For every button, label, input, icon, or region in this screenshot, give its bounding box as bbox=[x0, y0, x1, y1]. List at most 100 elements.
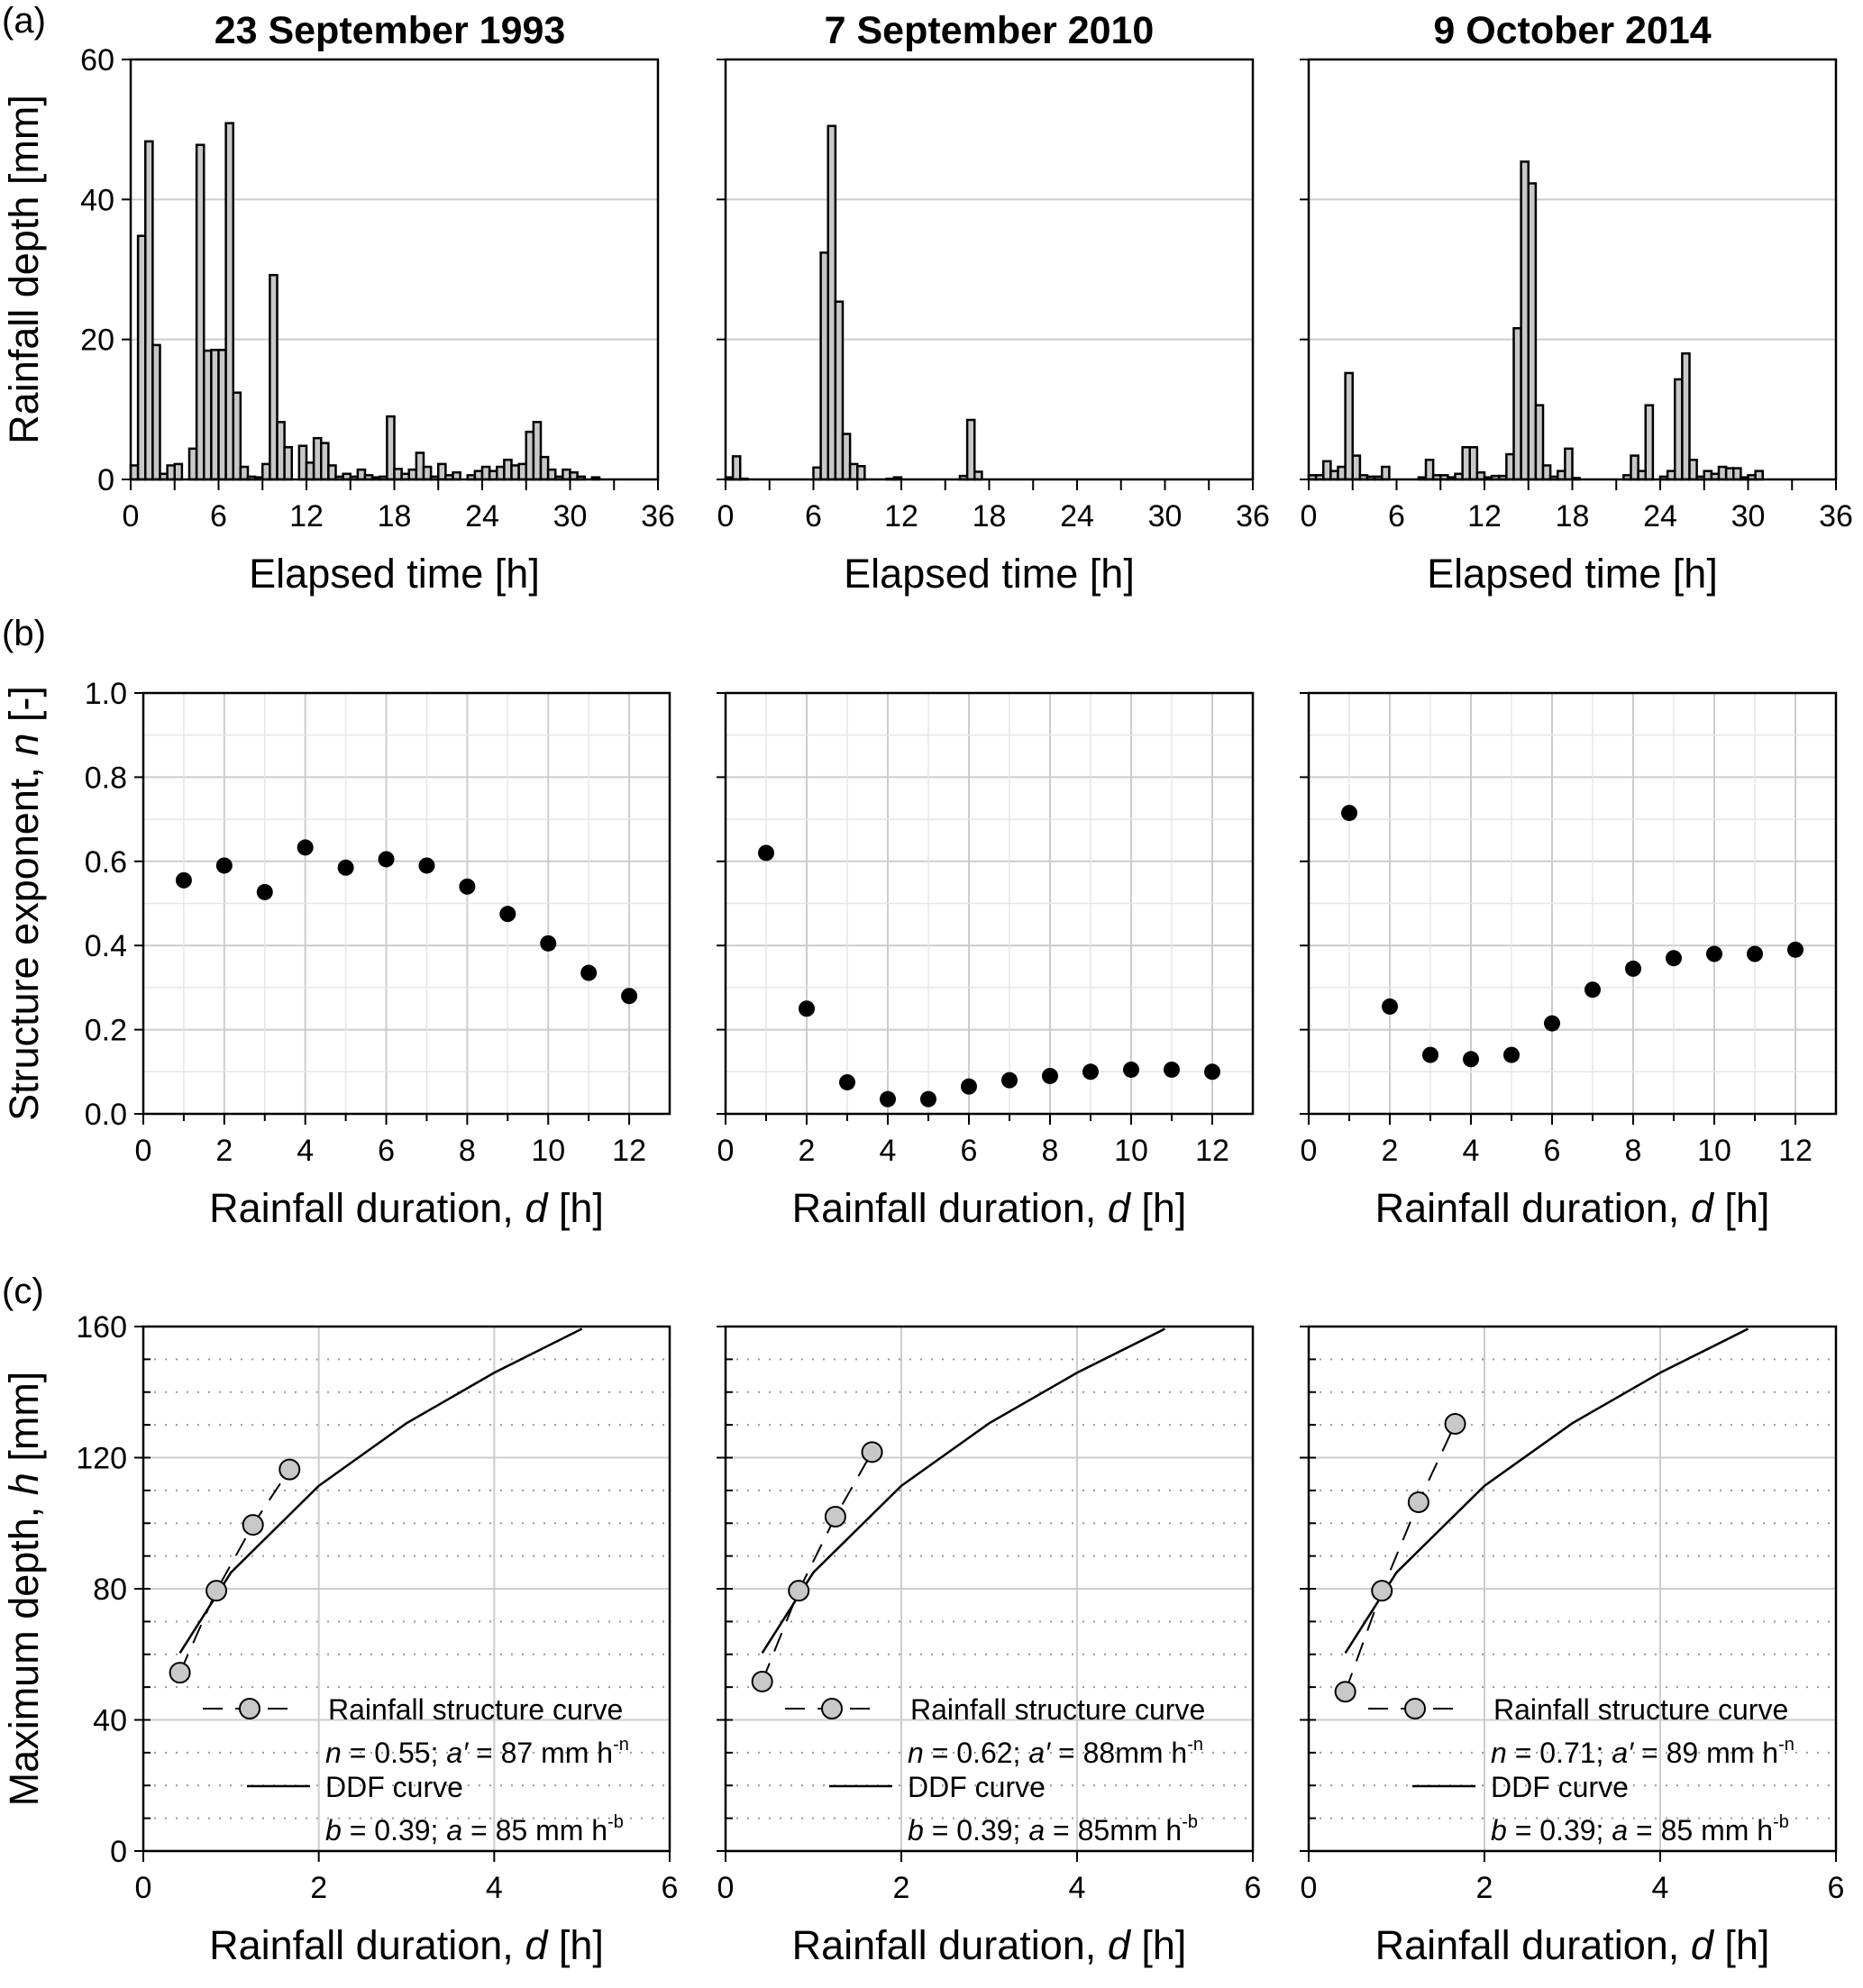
x-axis-label-part: Rainfall duration, bbox=[792, 1922, 1108, 1968]
structure-curve-marker bbox=[169, 1662, 191, 1684]
x-tick-label: 6 bbox=[662, 1871, 679, 1905]
legend-ddf-params: b = 0.39; a = 85 mm h-b bbox=[1491, 1812, 1789, 1847]
x-axis-label-part: [h] bbox=[1130, 1922, 1187, 1968]
param-n-symbol: n bbox=[1491, 1737, 1507, 1769]
y-tick-label: 0 bbox=[97, 463, 114, 497]
x-tick-label: 0 bbox=[123, 499, 140, 533]
x-axis-label: Rainfall duration, d [h] bbox=[209, 1922, 604, 1968]
data-point bbox=[1463, 1051, 1479, 1068]
data-point bbox=[621, 988, 638, 1005]
param-n-value: = 0.62; bbox=[924, 1737, 1029, 1769]
x-axis-label-part: Rainfall duration, bbox=[1375, 1185, 1691, 1231]
y-tick-label: 20 bbox=[80, 324, 114, 358]
structure-curve-marker bbox=[1334, 1681, 1356, 1703]
x-tick-label: 0 bbox=[717, 1871, 735, 1905]
y-tick-label: 1.0 bbox=[85, 677, 127, 711]
structure-curve-line bbox=[1344, 1423, 1457, 1692]
data-point bbox=[1584, 981, 1601, 999]
x-axis-label-var: d bbox=[1108, 1185, 1132, 1231]
structure-curve-marker bbox=[205, 1580, 228, 1602]
data-point bbox=[418, 857, 435, 874]
bar bbox=[856, 464, 866, 481]
chart-panel-c1: Rainfall structure curve n = 0.55; a′ = 8… bbox=[1, 1310, 678, 1968]
x-tick-label: 30 bbox=[553, 499, 588, 533]
data-point bbox=[880, 1090, 896, 1108]
structure-curve-marker bbox=[1444, 1413, 1466, 1436]
data-point bbox=[839, 1073, 855, 1090]
data-point bbox=[540, 935, 557, 952]
param-n-value: = 0.71; bbox=[1507, 1737, 1612, 1769]
bar bbox=[1644, 404, 1655, 481]
x-tick-label: 10 bbox=[1697, 1134, 1731, 1168]
x-tick-label: 36 bbox=[1236, 499, 1270, 533]
data-point bbox=[1382, 998, 1398, 1015]
structure-curve-marker bbox=[1407, 1491, 1429, 1513]
param-b-value: = 0.39; bbox=[924, 1814, 1029, 1847]
x-axis-label-var: d bbox=[1691, 1922, 1715, 1968]
structure-curve-marker bbox=[242, 1514, 264, 1537]
bar bbox=[731, 455, 742, 481]
y-tick-label: 40 bbox=[93, 1704, 127, 1738]
x-tick-label: 0 bbox=[135, 1134, 152, 1168]
chart-panel-a3: 0 6 12 18 24 30 36 Elapsed time [h] 9 October 20… bbox=[1300, 9, 1853, 597]
x-tick-label: 0 bbox=[1301, 499, 1318, 533]
legend-structure-marker bbox=[821, 1698, 843, 1719]
x-axis-label: Rainfall duration, d [h] bbox=[1375, 1185, 1770, 1231]
param-a-prime-value: = 87 mm h bbox=[468, 1737, 613, 1769]
y-tick-label: 120 bbox=[76, 1442, 127, 1476]
x-tick-label: 6 bbox=[1245, 1871, 1262, 1905]
param-exponent: -n bbox=[1778, 1735, 1795, 1755]
x-tick-label: 24 bbox=[465, 499, 499, 533]
chart-panel-c2: Rainfall structure curve n = 0.62; a′ = 8… bbox=[717, 1325, 1262, 1968]
data-point bbox=[175, 871, 192, 889]
data-point bbox=[337, 859, 354, 876]
y-tick-label: 60 bbox=[80, 43, 114, 78]
x-axis-label: Rainfall duration, d [h] bbox=[1375, 1922, 1770, 1968]
x-tick-label: 36 bbox=[1819, 499, 1853, 533]
legend-structure-label: Rainfall structure curve bbox=[910, 1693, 1205, 1726]
y-axis-label-part: Structure exponent, bbox=[1, 756, 47, 1121]
data-point bbox=[256, 883, 273, 900]
data-point bbox=[961, 1078, 977, 1095]
plot-frame bbox=[142, 691, 671, 1116]
data-point bbox=[1001, 1072, 1018, 1089]
chart-title: 23 September 1993 bbox=[215, 9, 566, 52]
data-point bbox=[799, 1000, 815, 1017]
panel-letter-a: (a) bbox=[2, 1, 46, 41]
x-tick-label: 2 bbox=[310, 1871, 327, 1905]
chart-panel-c3: Rainfall structure curve n = 0.71; a′ = 8… bbox=[1300, 1325, 1845, 1968]
x-tick-label: 18 bbox=[378, 499, 412, 533]
structure-curve-marker bbox=[788, 1580, 810, 1602]
bar bbox=[1754, 470, 1764, 481]
x-axis-label-part: Rainfall duration, bbox=[209, 1922, 525, 1968]
param-a-prime-symbol: a′ bbox=[446, 1737, 469, 1769]
param-a-value: = 85 mm h bbox=[1628, 1814, 1773, 1847]
data-point bbox=[758, 844, 774, 862]
bar bbox=[1381, 465, 1391, 481]
data-point bbox=[1204, 1063, 1220, 1081]
y-tick-label: 80 bbox=[93, 1573, 127, 1607]
x-axis-label-part: [h] bbox=[1713, 1185, 1770, 1231]
legend-structure-marker bbox=[239, 1698, 260, 1719]
param-a-symbol: a bbox=[1612, 1814, 1628, 1847]
y-axis-label-var: h bbox=[1, 1473, 47, 1495]
data-point bbox=[1747, 945, 1763, 962]
param-a-prime-symbol: a′ bbox=[1028, 1737, 1051, 1769]
x-tick-label: 8 bbox=[459, 1134, 476, 1168]
data-point bbox=[1544, 1015, 1560, 1032]
data-point bbox=[215, 857, 233, 874]
legend-ddf-label: DDF curve bbox=[325, 1771, 463, 1803]
plot-frame bbox=[724, 691, 1255, 1116]
y-axis-label: Structure exponent, n [-] bbox=[1, 686, 47, 1121]
data-point bbox=[1341, 805, 1357, 822]
param-n-value: = 0.55; bbox=[342, 1737, 447, 1769]
data-point bbox=[378, 851, 395, 868]
legend-ddf-label: DDF curve bbox=[908, 1771, 1046, 1803]
x-axis-label-part: Rainfall duration, bbox=[792, 1185, 1108, 1231]
x-tick-label: 18 bbox=[973, 499, 1007, 533]
x-tick-label: 6 bbox=[1828, 1871, 1845, 1905]
x-tick-label: 2 bbox=[893, 1871, 910, 1905]
y-axis-label-part: [-] bbox=[1, 686, 47, 734]
param-b-symbol: b bbox=[908, 1814, 924, 1847]
